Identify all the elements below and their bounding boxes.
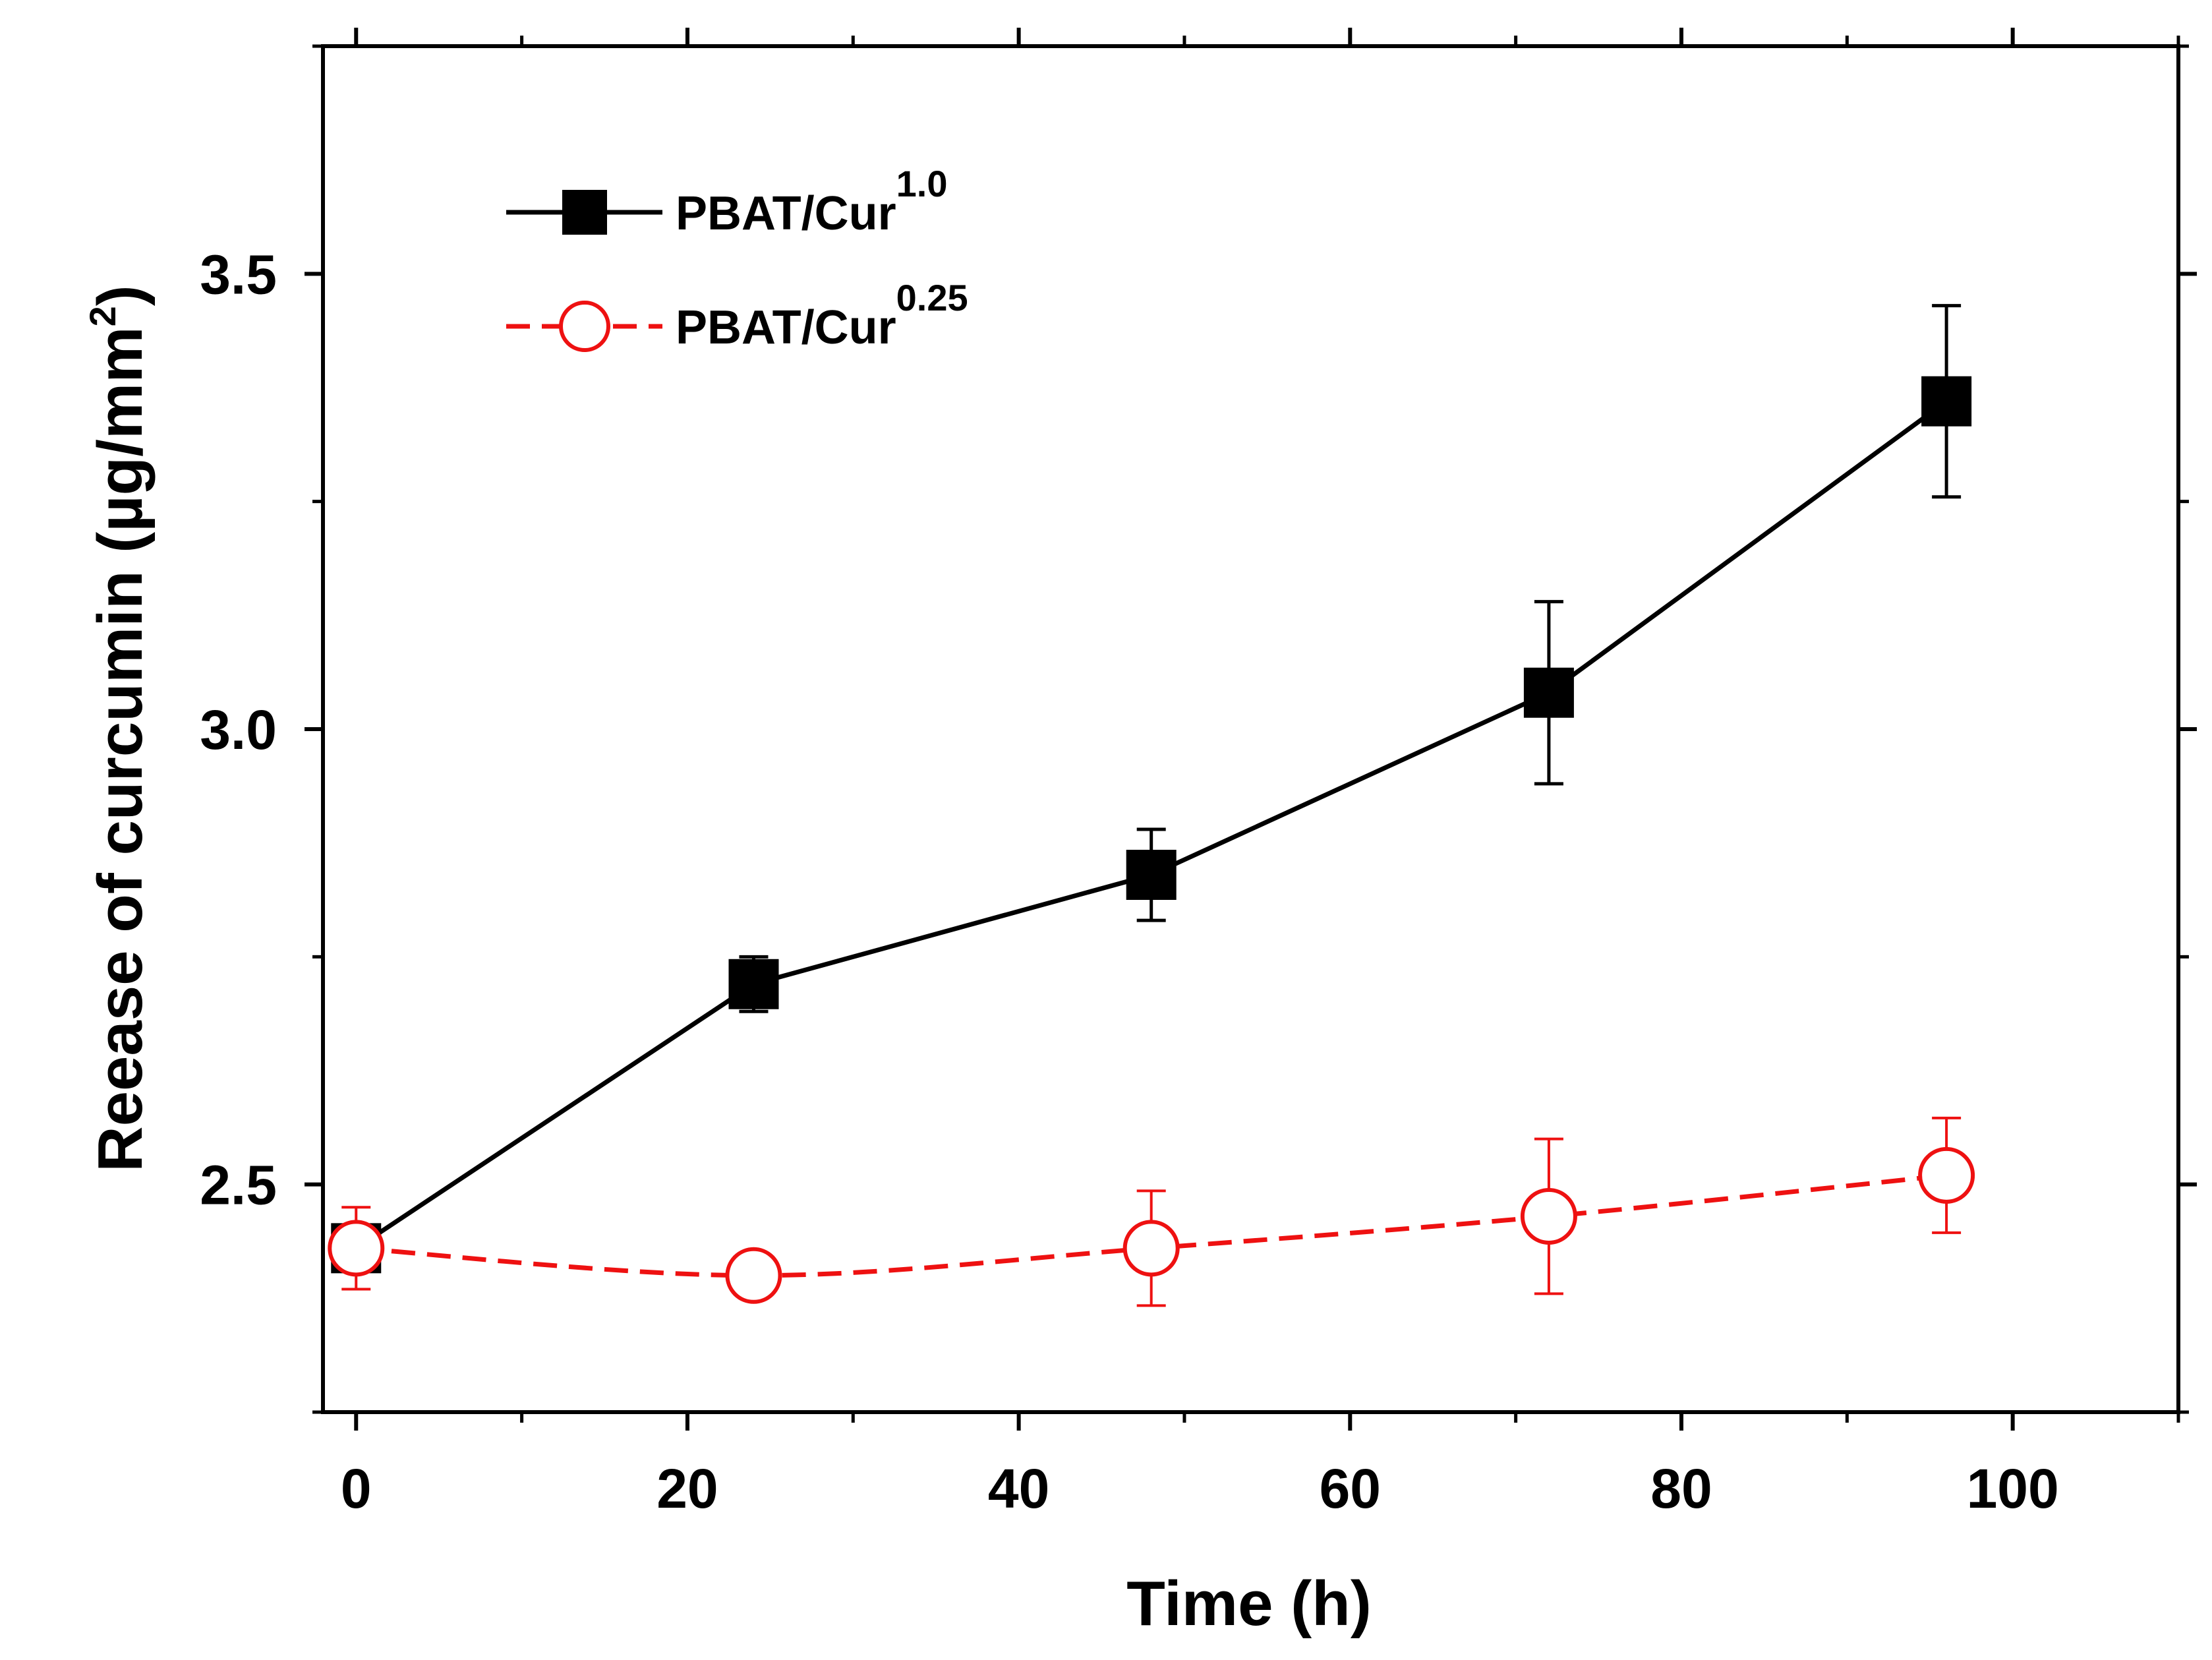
legend-sup-0-25: 0.25 (896, 277, 968, 318)
data-point-square (728, 959, 779, 1009)
y-tick-label: 2.5 (200, 1154, 277, 1216)
legend-name-0-25: PBAT/Cur (676, 301, 896, 354)
data-point-circle (1122, 1220, 1180, 1277)
legend-circle-marker (559, 301, 610, 352)
x-tick-label: 0 (341, 1458, 372, 1520)
legend-entry-pbat-cur-0-25: PBAT/Cur0.25 (506, 277, 968, 354)
data-point-circle (328, 1220, 385, 1277)
y-tick-label: 3.5 (200, 243, 277, 305)
series-1 (328, 1116, 1975, 1307)
legend-label-1-0: PBAT/Cur1.0 (676, 163, 948, 240)
y-axis-title-main: Reease of curcumin ( (85, 532, 156, 1172)
y-axis-ticks: 2.5 3.0 3.5 (200, 44, 2197, 1414)
data-point-square (1523, 667, 1574, 718)
x-tick-label: 80 (1650, 1458, 1712, 1520)
legend-square-marker (562, 190, 607, 235)
legend: PBAT/Cur1.0 PBAT/Cur0.25 (506, 163, 968, 354)
x-axis-ticks: 0 20 40 60 80 100 (341, 28, 2180, 1520)
y-tick-label: 3.0 (200, 699, 277, 761)
series-line (355, 399, 1948, 1251)
data-point-circle (725, 1247, 782, 1304)
legend-sup-1-0: 1.0 (896, 163, 948, 204)
x-tick-label: 60 (1320, 1458, 1381, 1520)
y-axis-title-sup: 2 (82, 306, 123, 326)
data-point-circle (1520, 1188, 1577, 1245)
y-axis-title-close: ) (85, 285, 156, 306)
y-axis-title: Reease of curcumin (µg/mm2) (82, 285, 156, 1171)
plot-frame (321, 44, 2180, 1414)
data-point-square (1921, 376, 1972, 427)
legend-entry-pbat-cur-1-0: PBAT/Cur1.0 (506, 163, 948, 240)
x-tick-label: 40 (988, 1458, 1049, 1520)
x-tick-label: 100 (1967, 1458, 2059, 1520)
data-point-circle (1918, 1146, 1975, 1204)
series-layer (328, 304, 1975, 1307)
y-axis-title-unit: µg/mm (85, 326, 156, 531)
legend-label-0-25: PBAT/Cur0.25 (676, 277, 968, 354)
legend-name-1-0: PBAT/Cur (676, 187, 896, 240)
series-0 (331, 304, 1972, 1274)
x-tick-label: 20 (656, 1458, 718, 1520)
data-point-square (1126, 850, 1177, 901)
x-axis-title: Time (h) (1126, 1568, 1372, 1639)
